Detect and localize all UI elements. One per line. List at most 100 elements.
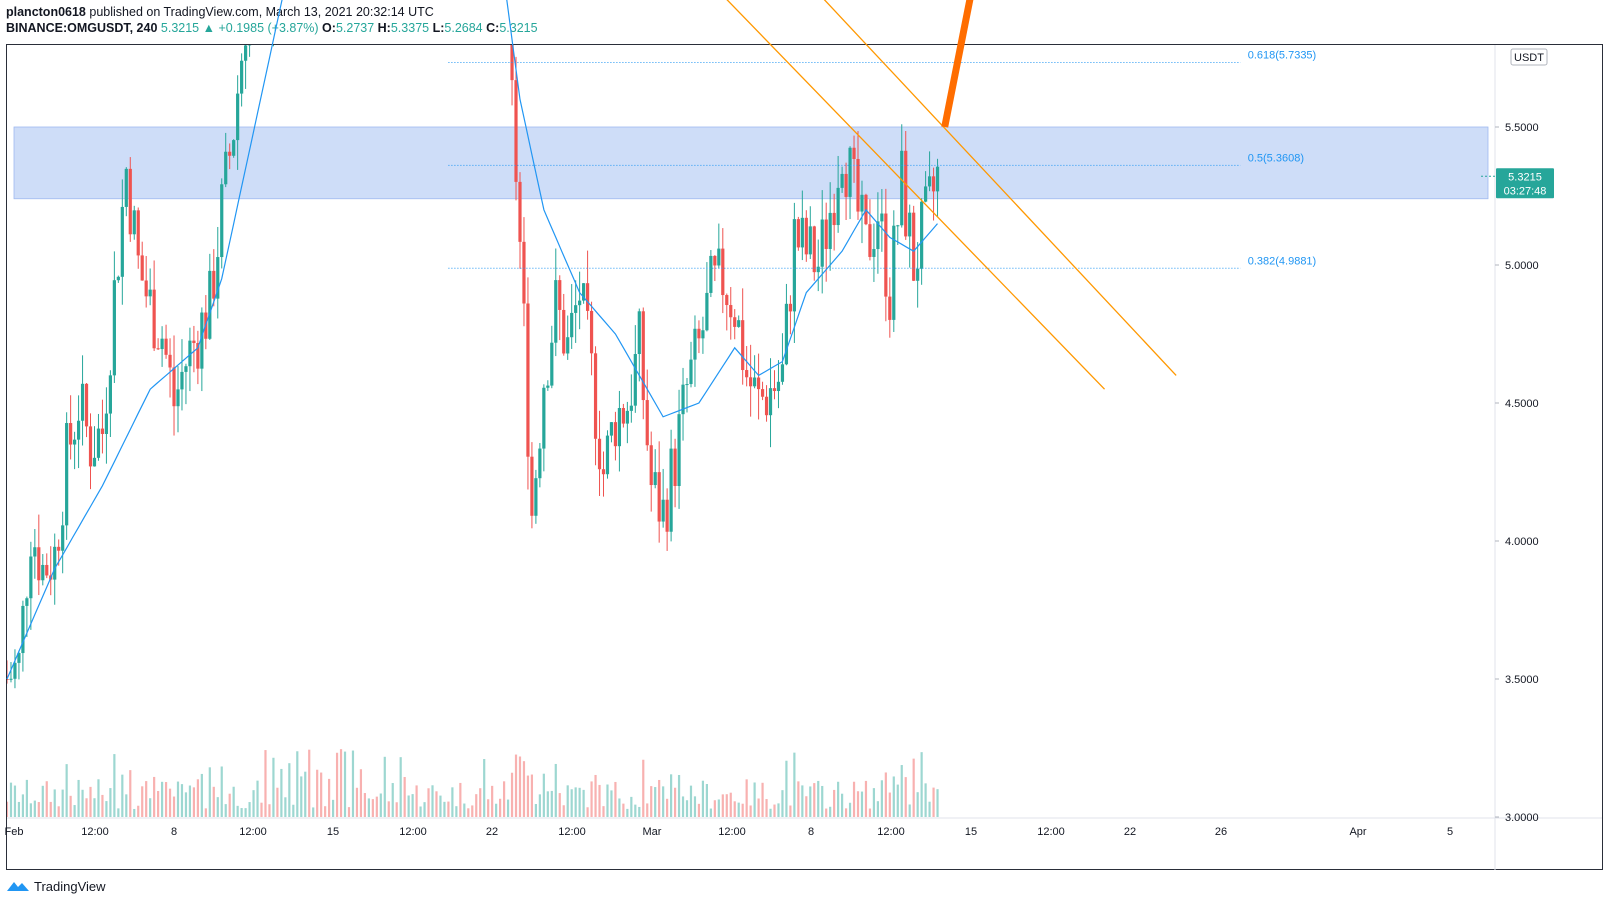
candle-body — [876, 221, 880, 250]
low-value: 5.2684 — [444, 21, 483, 35]
tag-price: 5.3215 — [1508, 171, 1542, 183]
volume-bar — [419, 806, 422, 817]
volume-bar — [403, 776, 406, 817]
candle-body — [900, 150, 904, 226]
volume-bar — [789, 805, 792, 817]
volume-bar — [900, 765, 903, 817]
candle-body — [856, 158, 860, 212]
candle-body — [236, 93, 240, 141]
volume-bar — [868, 808, 872, 817]
candle-body — [896, 225, 900, 227]
candle-body — [701, 330, 705, 339]
volume-bar — [817, 780, 820, 817]
volume-bar — [908, 804, 911, 817]
volume-bar — [49, 801, 52, 817]
volume-bar — [308, 749, 311, 817]
candle-body — [872, 249, 876, 257]
candle-body — [717, 248, 721, 266]
volume-bar — [172, 796, 176, 817]
volume-bar — [435, 791, 438, 817]
candle-body — [625, 410, 629, 424]
candle-body — [578, 300, 582, 306]
candle-body — [514, 80, 518, 182]
candle-body — [844, 173, 848, 197]
volume-bar — [618, 798, 621, 817]
volume-bar — [292, 804, 295, 817]
volume-bar — [328, 778, 331, 817]
volume-bar — [439, 795, 442, 817]
candle-body — [542, 387, 546, 449]
candle-body — [760, 389, 765, 397]
candle-body — [128, 168, 132, 235]
volume-bar — [455, 806, 458, 817]
open-label: O: — [322, 21, 336, 35]
candle-body — [916, 268, 920, 281]
volume-bar — [141, 786, 144, 817]
candle-body — [621, 408, 625, 424]
volume-bar — [491, 785, 494, 817]
volume-bar — [614, 781, 617, 817]
volume-bar — [526, 775, 530, 817]
volume-bar — [228, 793, 231, 817]
volume-bar — [542, 773, 545, 817]
volume-bar — [892, 776, 895, 817]
candle-body — [526, 303, 530, 457]
candle-body — [172, 367, 176, 407]
candle-body — [272, 0, 275, 20]
volume-bar — [296, 751, 299, 817]
candle-body — [264, 0, 267, 17]
candle-body — [21, 605, 25, 654]
candle-body — [669, 448, 673, 532]
volume-bar — [654, 787, 657, 817]
price-axis[interactable]: 8.50008.00007.50007.00006.50006.00005.50… — [1495, 0, 1539, 824]
candle-body — [641, 311, 645, 401]
volume-bar — [471, 805, 474, 817]
candle-body — [888, 296, 892, 320]
time-axis[interactable]: Feb 12:00 8 12:00 15 12:00 22 12:00 Mar 12:00 8 12:… — [5, 826, 1454, 838]
candle-body — [764, 396, 769, 416]
volume-bar — [33, 800, 36, 817]
y-tick-label: 5.5000 — [1505, 122, 1539, 134]
candle-body — [709, 255, 713, 293]
volume-bar — [888, 792, 891, 817]
tradingview-logo-icon[interactable] — [6, 879, 30, 893]
volume-bar — [77, 779, 80, 817]
candle-body — [546, 385, 550, 388]
volume-bar — [184, 792, 188, 817]
tag-countdown: 03:27:48 — [1504, 185, 1547, 197]
volume-bar — [753, 782, 756, 817]
volume-bar — [339, 749, 343, 817]
footer-brand[interactable]: TradingView — [34, 878, 106, 894]
x-tick-label: 5 — [1447, 826, 1453, 838]
volume-bar — [495, 803, 498, 817]
candle-body — [104, 413, 109, 434]
chart-frame[interactable] — [6, 44, 1603, 870]
volume-bar — [89, 786, 92, 817]
candle-body — [848, 147, 852, 197]
x-tick-label: 12:00 — [558, 826, 586, 838]
volume-bar — [443, 801, 446, 817]
candle-body — [772, 388, 777, 392]
volume-bar — [41, 785, 44, 817]
candle-body — [804, 217, 808, 255]
candle-body — [168, 354, 172, 368]
candle-body — [136, 210, 140, 256]
volume-bar — [884, 772, 887, 817]
candle-body — [832, 212, 836, 226]
y-tick-label: 4.5000 — [1505, 398, 1539, 410]
candle-body — [518, 181, 522, 242]
candle-body — [100, 428, 105, 434]
candle-body — [7, 679, 9, 680]
candle-body — [534, 478, 538, 516]
volume-bar — [856, 791, 860, 817]
volume-bar — [399, 757, 402, 817]
author-name[interactable]: plancton0618 — [6, 5, 86, 19]
volume-bar — [590, 781, 593, 817]
volume-bar — [125, 794, 128, 817]
volume-bar — [157, 790, 160, 817]
volume-bar — [268, 804, 271, 817]
volume-bar — [530, 774, 534, 817]
candle-body — [9, 678, 13, 680]
volume-bar — [745, 779, 748, 817]
